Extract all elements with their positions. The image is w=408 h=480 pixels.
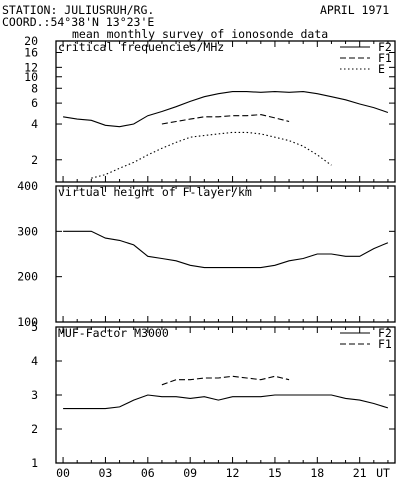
x-axis-unit-label: UT	[376, 466, 390, 480]
y-tick-label: 10	[24, 70, 38, 84]
x-tick-label: 12	[226, 466, 240, 480]
series-line-f2	[63, 91, 389, 128]
x-tick-label: 18	[310, 466, 324, 480]
coordinates-label: COORD.:54°38'N 13°23'E	[2, 15, 155, 29]
y-tick-label: 20	[24, 34, 38, 48]
y-tick-label: 5	[31, 320, 38, 334]
chart-subtitle: mean monthly survey of ionosonde data	[72, 27, 329, 41]
critical-frequencies-title: critical frequencies/MHz	[58, 40, 224, 54]
x-tick-label: 00	[56, 466, 70, 480]
series-line-f2	[63, 394, 389, 410]
series-line-e	[91, 131, 332, 179]
x-tick-label: 03	[99, 466, 113, 480]
y-tick-label: 2	[31, 422, 38, 436]
virtual-height-title: virtual height of F-layer/km	[58, 185, 252, 199]
legend-label-f1: F1	[378, 51, 392, 65]
x-tick-label: 09	[183, 466, 197, 480]
series-line-f1	[161, 114, 290, 125]
y-tick-label: 1	[31, 456, 38, 470]
legend-label-f2: F2	[378, 40, 392, 54]
muf-factor-frame	[55, 326, 396, 464]
muf-factor-title: MUF-Factor M3000	[58, 326, 169, 340]
x-tick-label: 15	[268, 466, 282, 480]
y-tick-label: 400	[17, 179, 38, 193]
date-label: APRIL 1971	[320, 3, 390, 17]
legend-label-e: E	[378, 62, 385, 76]
virtual-height-panel: 100 200 300 400 virtual height of F-layer/km	[17, 179, 396, 329]
critical-frequencies-frame	[55, 40, 396, 183]
y-tick-label: 12	[24, 60, 38, 74]
y-tick-label: 4	[31, 354, 38, 368]
station-label: STATION: JULIUSRUH/RG.	[2, 3, 155, 17]
y-tick-label: 8	[31, 81, 38, 95]
y-tick-label: 3	[31, 388, 38, 402]
series-line-f1	[161, 375, 290, 386]
x-tick-label: 21	[353, 466, 367, 480]
x-tick-label: 06	[141, 466, 155, 480]
y-tick-label: 16	[24, 46, 38, 60]
y-tick-label: 300	[17, 224, 38, 238]
y-tick-label: 2	[31, 153, 38, 167]
virtual-height-frame	[55, 185, 396, 323]
series-line-main	[63, 230, 389, 269]
y-tick-label: 4	[31, 117, 38, 131]
legend-label-f1: F1	[378, 337, 392, 351]
y-tick-label: 100	[17, 315, 38, 329]
y-tick-label: 200	[17, 270, 38, 284]
legend-label-f2: F2	[378, 326, 392, 340]
y-tick-label: 6	[31, 96, 38, 110]
